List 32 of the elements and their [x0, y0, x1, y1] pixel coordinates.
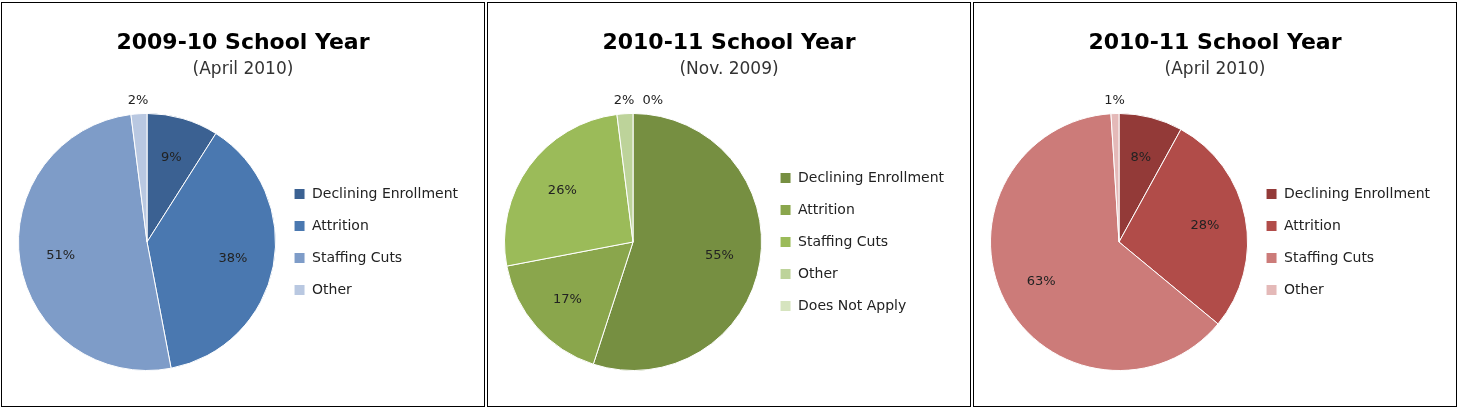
data-label: 28%: [1190, 217, 1220, 232]
chart-title: 2009-10 School Year: [115, 29, 371, 54]
legend-label: Attrition: [798, 200, 855, 217]
chart-title: 2010-11 School Year: [601, 29, 857, 54]
data-label: 1%: [1104, 91, 1125, 107]
legend-label: Staffing Cuts: [798, 232, 889, 249]
chart-title: 2010-11 School Year: [1087, 29, 1343, 54]
data-label: 63%: [1026, 273, 1056, 289]
legend-label: Attrition: [1284, 216, 1341, 233]
chart-subtitle: (April 2010): [1163, 58, 1267, 78]
legend-label: Attrition: [312, 216, 369, 233]
text: 0%: [642, 91, 664, 107]
data-label: 8%: [1130, 148, 1152, 164]
chart-subtitle: (April 2010): [191, 58, 295, 78]
legend-label: Declining Enrollment: [798, 168, 945, 185]
legend-label: Does Not Apply: [798, 296, 907, 313]
data-label: 38%: [218, 249, 248, 265]
data-label: 2%: [613, 92, 635, 108]
legend-label: Other: [1284, 280, 1325, 297]
legend-label: Declining Enrollment: [312, 184, 459, 201]
data-label: 55%: [704, 247, 734, 263]
data-label: 26%: [547, 182, 577, 198]
legend-label: Other: [798, 264, 839, 281]
data-label: 9%: [161, 149, 182, 165]
legend-label: Declining Enrollment: [1284, 184, 1431, 201]
data-label: 51%: [46, 247, 76, 263]
legend-label: Staffing Cuts: [1284, 248, 1375, 265]
legend-label: Staffing Cuts: [312, 248, 403, 265]
data-label: 2%: [127, 92, 149, 108]
data-label: 17%: [553, 291, 582, 307]
chart-subtitle: (Nov. 2009): [678, 58, 780, 78]
legend-label: Other: [312, 280, 353, 297]
